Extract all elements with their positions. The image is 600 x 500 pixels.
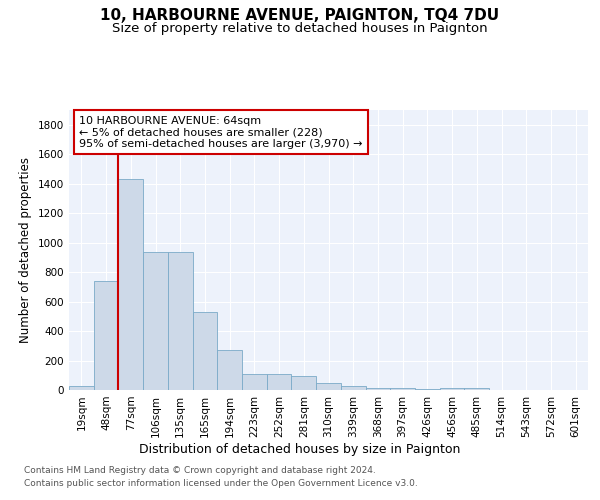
Bar bbox=[341, 386, 365, 390]
Text: Contains public sector information licensed under the Open Government Licence v3: Contains public sector information licen… bbox=[24, 479, 418, 488]
Bar bbox=[118, 180, 143, 390]
Bar bbox=[316, 384, 341, 390]
Bar bbox=[242, 374, 267, 390]
Text: Distribution of detached houses by size in Paignton: Distribution of detached houses by size … bbox=[139, 442, 461, 456]
Bar bbox=[217, 350, 242, 390]
Y-axis label: Number of detached properties: Number of detached properties bbox=[19, 157, 32, 343]
Text: Contains HM Land Registry data © Crown copyright and database right 2024.: Contains HM Land Registry data © Crown c… bbox=[24, 466, 376, 475]
Bar bbox=[69, 386, 94, 390]
Bar bbox=[390, 388, 415, 390]
Text: Size of property relative to detached houses in Paignton: Size of property relative to detached ho… bbox=[112, 22, 488, 35]
Bar bbox=[168, 252, 193, 390]
Bar bbox=[143, 252, 168, 390]
Bar bbox=[440, 388, 464, 390]
Bar bbox=[292, 376, 316, 390]
Text: 10 HARBOURNE AVENUE: 64sqm
← 5% of detached houses are smaller (228)
95% of semi: 10 HARBOURNE AVENUE: 64sqm ← 5% of detac… bbox=[79, 116, 363, 149]
Text: 10, HARBOURNE AVENUE, PAIGNTON, TQ4 7DU: 10, HARBOURNE AVENUE, PAIGNTON, TQ4 7DU bbox=[100, 8, 500, 22]
Bar bbox=[94, 281, 118, 390]
Bar bbox=[415, 388, 440, 390]
Bar bbox=[365, 388, 390, 390]
Bar bbox=[267, 374, 292, 390]
Bar bbox=[464, 388, 489, 390]
Bar bbox=[193, 312, 217, 390]
